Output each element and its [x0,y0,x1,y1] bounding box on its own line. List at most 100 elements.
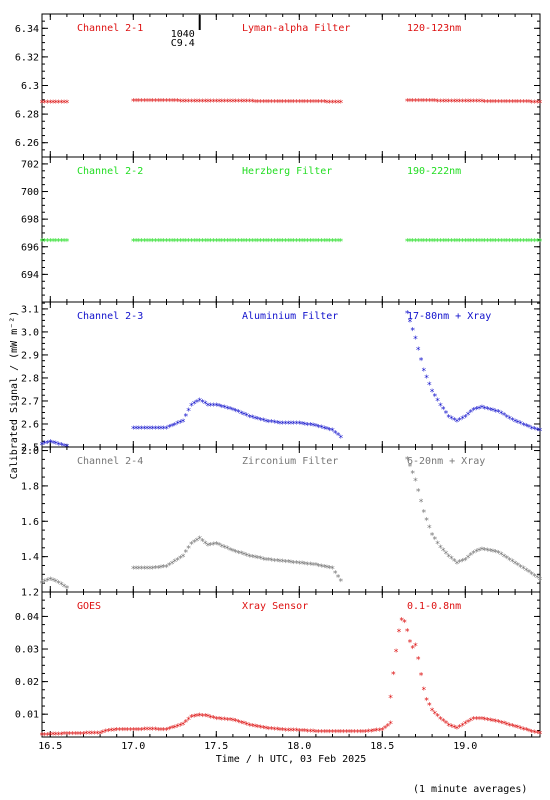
data-point: * [258,98,263,108]
data-point: * [501,98,506,108]
data-point: * [172,724,177,734]
data-point: * [382,725,387,735]
data-point: * [523,567,528,577]
data-point: * [443,409,448,419]
data-point: * [106,727,111,737]
data-point: * [327,729,332,739]
data-point: * [479,98,484,108]
data-point: * [277,420,282,430]
data-point: * [537,237,542,247]
data-point: * [155,726,160,736]
data-point: * [108,727,113,737]
data-point: * [200,538,205,548]
data-point: * [227,98,232,108]
data-point: * [147,237,152,247]
data-point: * [457,416,462,426]
data-point: * [452,237,457,247]
data-point: * [454,560,459,570]
data-point: * [404,97,409,107]
data-point: * [169,422,174,432]
data-point: * [61,731,66,741]
data-point: * [50,237,55,247]
data-point: * [194,537,199,547]
data-point: * [241,551,246,561]
y-tick-label: 698 [21,215,39,226]
data-point: * [429,707,434,717]
data-point: * [144,565,149,575]
data-point: * [272,726,277,736]
data-point: * [487,717,492,727]
data-point: * [302,237,307,247]
data-point: * [164,98,169,108]
data-point: * [53,440,58,450]
data-point: * [407,318,412,328]
averaging-note: (1 minute averages) [413,784,527,795]
y-tick-label: 2.9 [21,350,39,361]
data-point: * [529,99,534,109]
data-point: * [496,409,501,419]
data-point: * [471,237,476,247]
data-point: * [294,237,299,247]
data-point: * [167,726,172,736]
data-point: * [261,556,266,566]
data-point: * [407,97,412,107]
data-point: * [449,723,454,733]
data-point: * [211,237,216,247]
data-point: * [424,374,429,384]
data-point: * [404,456,409,466]
data-point: * [335,237,340,247]
data-point: * [211,402,216,412]
data-point: * [125,727,130,737]
data-point: * [67,731,72,741]
data-point: * [122,727,127,737]
data-point: * [42,731,47,741]
data-point: * [523,727,528,737]
data-point: * [48,237,53,247]
data-point: * [440,406,445,416]
data-point: * [327,237,332,247]
data-point: * [454,98,459,108]
y-tick-label: 6.26 [15,138,39,149]
data-point: * [53,731,58,741]
data-point: * [164,237,169,247]
panel-label: Channel 2-2 [77,166,143,177]
data-point: * [211,541,216,551]
data-point: * [45,439,50,449]
data-point: * [487,237,492,247]
data-point: * [252,98,257,108]
data-point: * [316,423,321,433]
data-point: * [482,98,487,108]
data-point: * [319,424,324,434]
data-point: * [233,548,238,558]
data-point: * [64,731,69,741]
data-point: * [227,546,232,556]
data-point: * [440,237,445,247]
data-point: * [84,730,89,740]
data-point: * [283,98,288,108]
y-tick-label: 0.02 [15,677,39,688]
data-point: * [114,727,119,737]
data-point: * [219,237,224,247]
data-point: * [167,237,172,247]
data-point: * [178,98,183,108]
data-point: * [429,388,434,398]
data-point: * [147,726,152,736]
panel-2: 694 696 698 700 702 Channel 2-2 Herzberg Filte… [21,156,543,303]
data-point: * [446,553,451,563]
data-point: * [286,559,291,569]
data-point: * [446,98,451,108]
data-point: * [238,719,243,729]
data-point: * [313,237,318,247]
data-point: * [92,730,97,740]
data-point: * [449,555,454,565]
data-point: * [272,419,277,429]
data-point: * [305,421,310,431]
data-point: * [175,556,180,566]
data-point: * [280,558,285,568]
data-point: * [150,565,155,575]
data-point: * [169,98,174,108]
data-point: * [424,237,429,247]
data-point: * [504,99,509,109]
panel-1: 6.26 6.28 6.3 6.32 6.34 Channel 2-1 Lyman-alph… [15,13,543,158]
data-point: * [263,725,268,735]
